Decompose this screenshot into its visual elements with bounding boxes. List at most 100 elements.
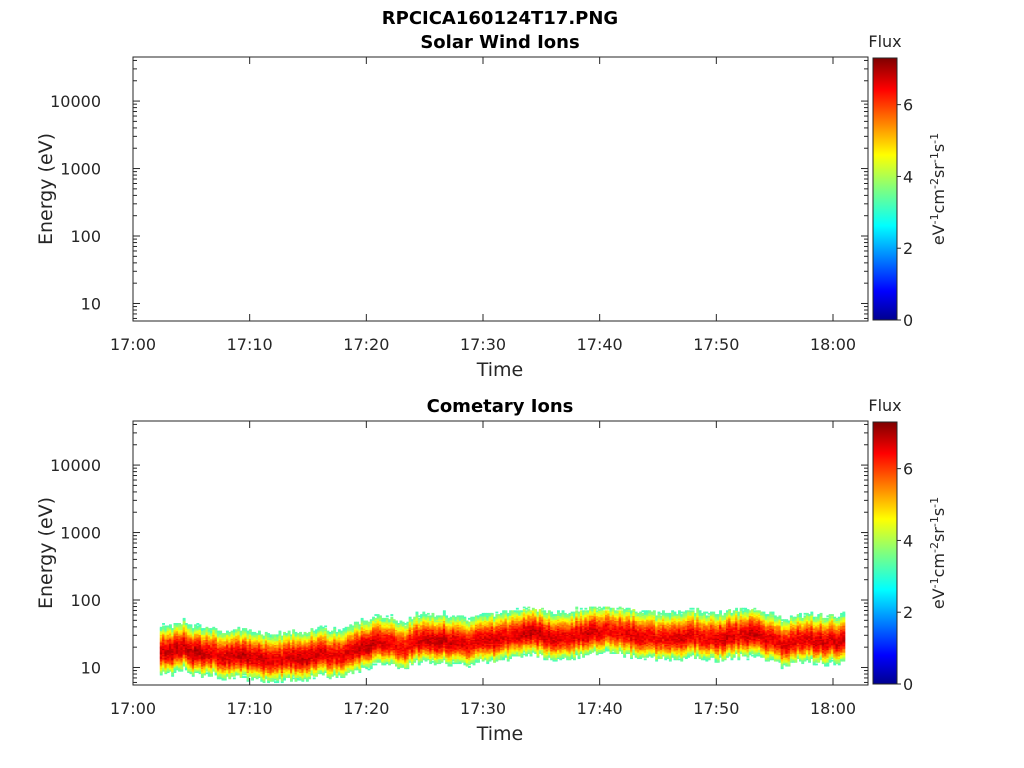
spectrogram-cell	[360, 648, 364, 651]
spectrogram-cell	[283, 676, 286, 678]
spectrogram-cell	[162, 663, 165, 666]
spectrogram-cell	[191, 654, 195, 657]
spectrogram-cell	[390, 642, 394, 644]
spectrogram-cell	[369, 654, 373, 657]
spectrogram-cell	[230, 644, 234, 647]
spectrogram-cell	[230, 642, 234, 644]
spectrogram-cell	[358, 647, 362, 649]
spectrogram-cell	[242, 633, 245, 635]
spectrogram-cell	[426, 654, 430, 657]
spectrogram-cell	[162, 655, 165, 658]
spectrogram-cell	[422, 631, 426, 634]
spectrogram-cell	[420, 624, 423, 627]
spectrogram-cell	[294, 634, 298, 637]
spectrogram-cell	[159, 660, 163, 663]
spectrogram-cell	[214, 640, 218, 643]
spectrogram-cell	[335, 645, 339, 648]
spectrogram-cell	[392, 624, 396, 627]
spectrogram-cell	[251, 655, 254, 658]
spectrogram-cell	[303, 662, 307, 665]
spectrogram-cell	[353, 659, 357, 662]
spectrogram-cell	[367, 645, 371, 648]
spectrogram-cell	[379, 631, 382, 634]
spectrogram-cell	[260, 657, 264, 660]
spectrogram-cell	[383, 654, 387, 657]
spectrogram-cell	[271, 668, 275, 671]
spectrogram-cell	[417, 647, 421, 649]
spectrogram-cell	[360, 630, 364, 633]
spectrogram-cell	[226, 672, 229, 675]
spectrogram-cell	[294, 664, 298, 667]
spectrogram-cell	[408, 640, 412, 643]
spectrogram-cell	[353, 625, 357, 628]
spectrogram-cell	[301, 668, 305, 671]
spectrogram-cell	[426, 619, 430, 622]
spectrogram-cell	[216, 630, 220, 633]
spectrogram-cell	[431, 631, 435, 634]
spectrogram-cell	[331, 657, 334, 660]
spectrogram-cell	[244, 669, 248, 672]
spectrogram-cell	[369, 631, 373, 634]
spectrogram-cell	[353, 624, 357, 627]
spectrogram-cell	[337, 654, 341, 657]
spectrogram-cell	[429, 642, 433, 644]
spectrogram-cell	[162, 650, 165, 653]
spectrogram-cell	[237, 636, 241, 639]
spectrogram-cell	[351, 642, 355, 644]
spectrogram-cell	[216, 655, 220, 658]
spectrogram-cell	[317, 658, 321, 661]
spectrogram-cell	[442, 614, 446, 616]
spectrogram-cell	[184, 638, 188, 641]
spectrogram-cell	[351, 671, 355, 673]
spectrogram-cell	[333, 660, 337, 663]
spectrogram-cell	[169, 638, 172, 641]
spectrogram-cell	[340, 630, 344, 633]
spectrogram-cell	[344, 653, 348, 656]
spectrogram-cell	[180, 653, 184, 656]
spectrogram-cell	[269, 639, 273, 642]
spectrogram-cell	[264, 633, 268, 635]
spectrogram-cell	[244, 634, 248, 637]
spectrogram-cell	[242, 639, 245, 642]
spectrogram-cell	[290, 652, 293, 654]
spectrogram-cell	[445, 628, 449, 630]
spectrogram-cell	[283, 663, 286, 666]
spectrogram-cell	[342, 639, 346, 642]
spectrogram-cell	[365, 655, 369, 658]
spectrogram-cell	[235, 672, 239, 675]
spectrogram-cell	[299, 666, 302, 668]
spectrogram-cell	[184, 666, 188, 668]
spectrogram-cell	[401, 635, 405, 638]
spectrogram-cell	[296, 644, 300, 647]
spectrogram-cell	[223, 674, 227, 677]
spectrogram-cell	[278, 644, 282, 647]
spectrogram-cell	[164, 631, 168, 634]
spectrogram-cell	[262, 662, 266, 665]
spectrogram-cell	[246, 663, 250, 666]
spectrogram-cell	[269, 679, 273, 682]
spectrogram-cell	[395, 620, 398, 623]
spectrogram-cell	[433, 625, 437, 628]
spectrogram-cell	[429, 621, 433, 624]
spectrogram-cell	[232, 669, 236, 672]
spectrogram-cell	[422, 628, 426, 630]
spectrogram-cell	[452, 620, 455, 623]
spectrogram-cell	[191, 659, 195, 662]
spectrogram-cell	[401, 631, 405, 634]
spectrogram-cell	[376, 630, 380, 633]
spectrogram-cell	[214, 666, 218, 668]
spectrogram-cell	[221, 643, 225, 646]
spectrogram-cell	[175, 636, 179, 639]
spectrogram-cell	[404, 658, 407, 661]
spectrogram-cell	[388, 642, 391, 644]
spectrogram-cell	[219, 672, 223, 675]
spectrogram-cell	[278, 631, 282, 634]
spectrogram-cell	[369, 650, 373, 653]
spectrogram-cell	[319, 636, 323, 639]
spectrogram-cell	[319, 658, 323, 661]
spectrogram-cell	[226, 653, 229, 656]
x-tick-label: 17:40	[577, 335, 623, 354]
spectrogram-cell	[207, 638, 211, 641]
spectrogram-cell	[404, 626, 407, 629]
spectrogram-cell	[189, 653, 193, 656]
